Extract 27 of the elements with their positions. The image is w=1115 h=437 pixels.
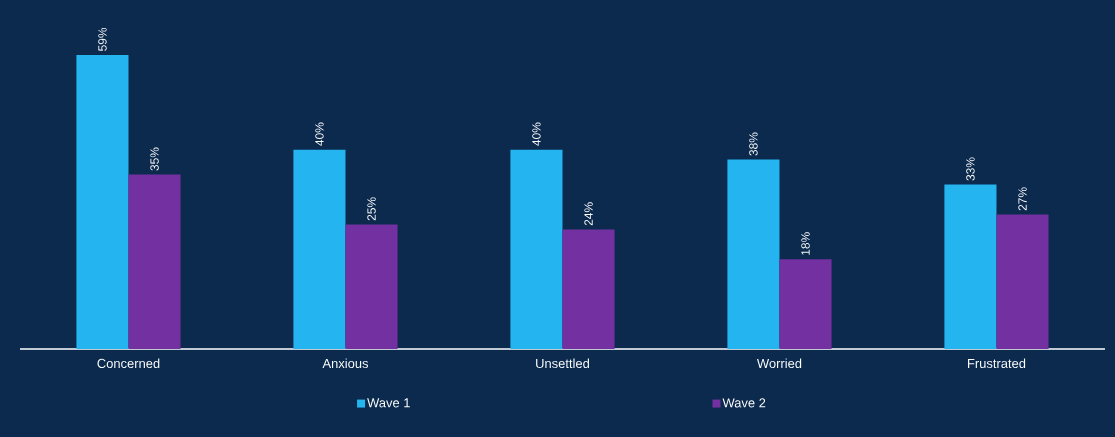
bar <box>293 149 346 349</box>
bar <box>779 259 832 349</box>
data-label: 38% <box>749 132 758 156</box>
x-tick-label: Anxious <box>322 358 369 369</box>
bar <box>727 159 780 349</box>
data-label: 59% <box>98 27 107 51</box>
data-label: 33% <box>966 157 975 181</box>
bar <box>128 174 181 349</box>
x-tick-label: Worried <box>756 358 802 369</box>
legend-label: Wave 2 <box>722 398 766 408</box>
legend-label: Wave 1 <box>367 398 410 408</box>
bar <box>76 54 129 349</box>
data-label: 35% <box>150 147 159 171</box>
data-label: 25% <box>367 197 376 221</box>
data-label: 27% <box>1018 187 1027 211</box>
bar <box>562 229 615 349</box>
x-tick-label: Frustrated <box>968 358 1026 369</box>
x-tick-label: Concerned <box>97 358 160 369</box>
data-label: 40% <box>315 122 324 146</box>
bar <box>345 224 398 349</box>
bar <box>510 149 563 349</box>
bar <box>996 214 1049 349</box>
data-label: 24% <box>584 202 593 226</box>
x-tick-label: Unsettled <box>536 358 590 369</box>
data-label: 40% <box>532 122 541 146</box>
bar <box>944 184 997 349</box>
data-label: 18% <box>801 232 810 255</box>
